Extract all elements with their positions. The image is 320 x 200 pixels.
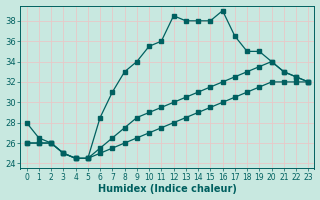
X-axis label: Humidex (Indice chaleur): Humidex (Indice chaleur) <box>98 184 237 194</box>
